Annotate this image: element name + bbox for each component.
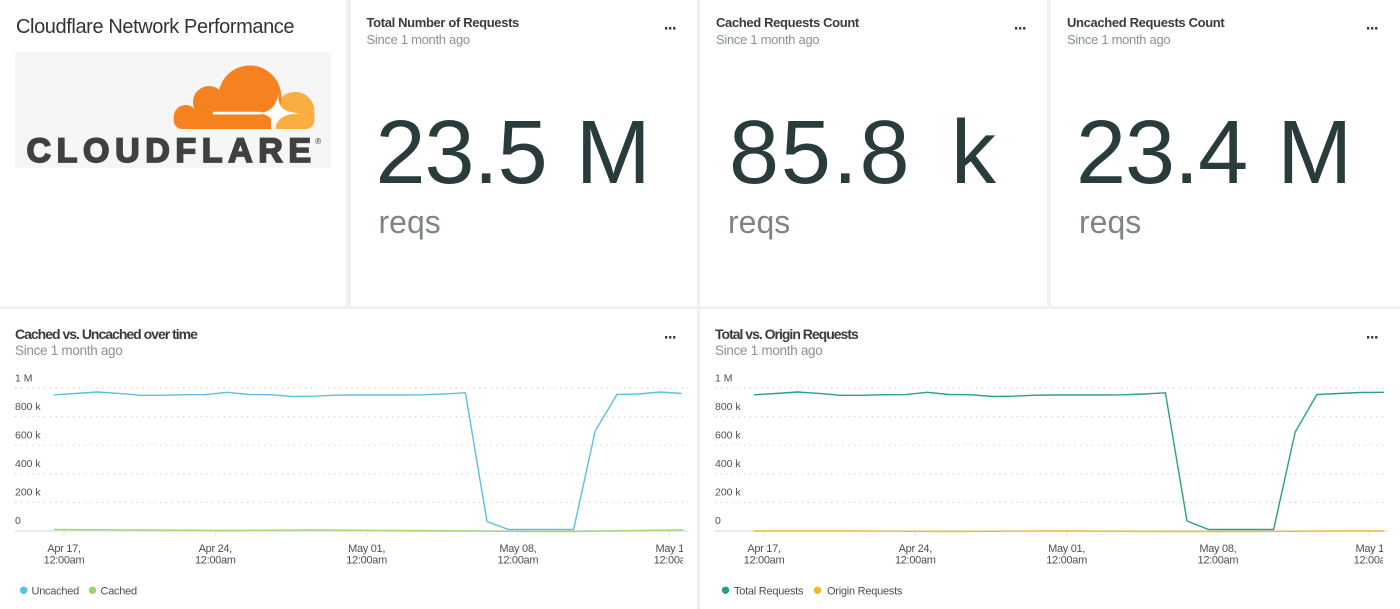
svg-text:Apr 24,: Apr 24, xyxy=(199,543,233,555)
svg-text:1 M: 1 M xyxy=(715,373,733,385)
svg-text:12:00am: 12:00am xyxy=(498,555,539,567)
svg-text:1 M: 1 M xyxy=(15,373,33,385)
svg-text:400 k: 400 k xyxy=(15,458,41,470)
svg-text:600 k: 600 k xyxy=(715,430,741,442)
svg-text:800 k: 800 k xyxy=(715,401,741,413)
svg-text:200 k: 200 k xyxy=(715,487,741,499)
svg-text:0: 0 xyxy=(715,515,721,527)
svg-text:CLOUDFLARE: CLOUDFLARE xyxy=(27,132,317,167)
svg-text:Total Requests: Total Requests xyxy=(734,586,804,598)
svg-text:Apr 17,: Apr 17, xyxy=(747,543,781,555)
svg-text:May 01,: May 01, xyxy=(1048,543,1085,555)
svg-text:12:00am: 12:00am xyxy=(1046,555,1087,567)
svg-text:0: 0 xyxy=(15,515,21,527)
svg-text:Cached: Cached xyxy=(101,586,138,598)
svg-text:400 k: 400 k xyxy=(715,458,741,470)
svg-text:200 k: 200 k xyxy=(15,487,41,499)
svg-text:600 k: 600 k xyxy=(15,430,41,442)
svg-text:May 08,: May 08, xyxy=(499,543,536,555)
svg-text:12:00am: 12:00am xyxy=(895,555,936,567)
svg-text:®: ® xyxy=(315,136,322,146)
svg-text:12:00am: 12:00am xyxy=(1198,555,1239,567)
svg-text:12:00am: 12:00am xyxy=(195,555,236,567)
svg-text:12:00am: 12:00am xyxy=(44,555,85,567)
svg-text:12:00am: 12:00am xyxy=(346,555,387,567)
svg-text:May 08,: May 08, xyxy=(1199,543,1236,555)
svg-text:May 01,: May 01, xyxy=(348,543,385,555)
svg-text:Origin Requests: Origin Requests xyxy=(827,586,903,598)
svg-text:Apr 24,: Apr 24, xyxy=(899,543,933,555)
svg-text:12:00am: 12:00am xyxy=(744,555,785,567)
svg-text:Uncached: Uncached xyxy=(32,586,80,598)
svg-text:Apr 17,: Apr 17, xyxy=(47,543,81,555)
svg-text:800 k: 800 k xyxy=(15,401,41,413)
